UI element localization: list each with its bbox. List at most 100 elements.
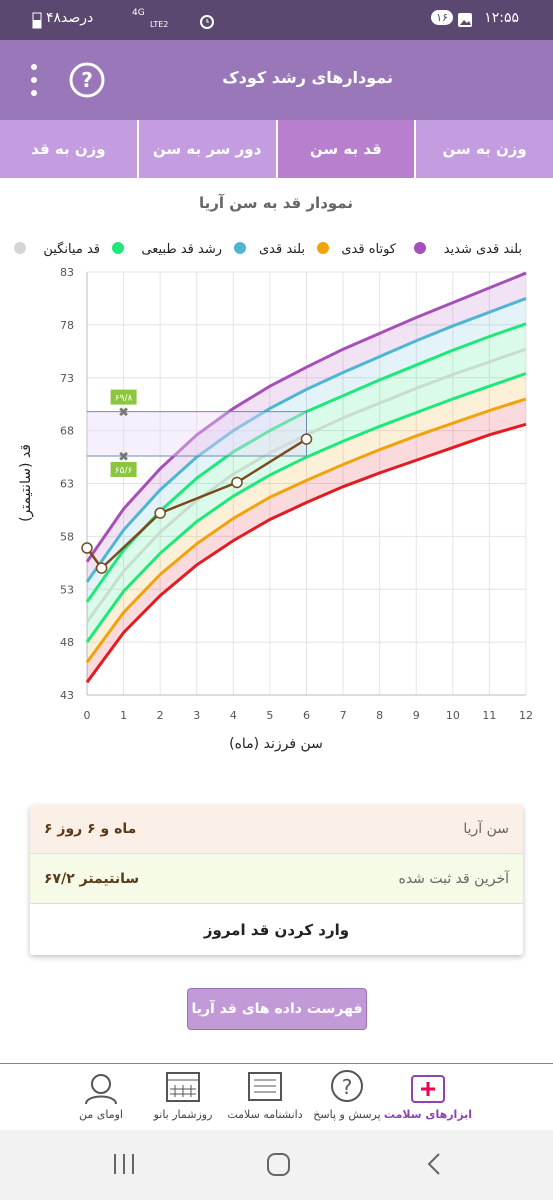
annotation-box (110, 462, 137, 478)
gallery-icon (458, 13, 472, 27)
height-value: ۶۷/۲ سانتیمتر (44, 870, 140, 887)
age-label: سن آریا (463, 821, 509, 837)
nav-label[interactable]: دانشنامه سلامت (227, 1108, 303, 1121)
x-tick-label: 8 (376, 709, 383, 722)
annotation-label: ۶۹/۸ (115, 394, 133, 404)
reference-line (85, 397, 527, 664)
system-nav (0, 1130, 553, 1200)
y-tick-label: 78 (60, 319, 74, 332)
qa-icon[interactable]: ? (331, 1070, 363, 1102)
band (87, 273, 526, 582)
nav-label-active[interactable]: ابزارهای سلامت (383, 1108, 473, 1121)
x-tick-label: 1 (120, 709, 127, 722)
clock: ۱۲:۵۵ (484, 10, 519, 26)
app-bar: نمودارهای رشد کودک ? (0, 40, 553, 120)
annotation-range (87, 411, 307, 457)
x-tick-label: 0 (84, 709, 91, 722)
legend-label: کوتاه قدی (341, 242, 396, 257)
x-tick-label: 10 (446, 709, 460, 722)
legend-swatch (112, 242, 124, 254)
enter-height-button[interactable]: وارد کردن قد امروز (203, 921, 350, 939)
calendar-icon[interactable] (166, 1072, 200, 1102)
nav-icons: ? (85, 1070, 445, 1105)
legend-swatch (14, 242, 26, 254)
tools-icon[interactable] (411, 1075, 445, 1103)
annotation-box (110, 389, 137, 405)
battery-icon (32, 12, 42, 29)
x-tick-label: 4 (230, 709, 237, 722)
profile-icon[interactable] (85, 1074, 117, 1105)
menu-button[interactable] (31, 64, 37, 96)
x-tick-label: 5 (266, 709, 273, 722)
reference-line (85, 372, 527, 644)
app-actions: ? (31, 62, 105, 98)
legend-label: رشد قد طبیعی (141, 242, 222, 257)
x-axis-label: سن فرزند (ماه) (229, 736, 323, 752)
tab[interactable]: وزن به سن (414, 120, 553, 178)
legend-label: بلند قدی (259, 242, 305, 257)
back-button[interactable] (427, 1153, 440, 1175)
network-type: 4G (132, 8, 145, 18)
encyclopedia-icon[interactable] (248, 1072, 282, 1101)
age-row: سن آریا ۶ ماه و ۶ روز (30, 805, 523, 854)
measurement-point (95, 562, 108, 574)
lte-label: LTE2 (150, 20, 169, 29)
y-tick-label: 53 (60, 583, 74, 596)
reference-line (85, 297, 527, 583)
measurement-point (81, 542, 93, 554)
info-card: سن آریا ۶ ماه و ۶ روز آخرین قد ثبت شده ۶۷/… (30, 805, 523, 955)
band (87, 398, 526, 683)
svg-text:?: ? (81, 68, 93, 92)
nav-label[interactable]: روزشمار بانو (153, 1108, 213, 1121)
height-row: آخرین قد ثبت شده ۶۷/۲ سانتیمتر (30, 854, 523, 904)
legend-swatch (414, 242, 426, 254)
annotation-label: ۶۵/۶ (115, 466, 133, 476)
annotation-marker: ✖ (118, 450, 129, 465)
legend-label: قد میانگین (43, 241, 100, 257)
tab[interactable]: دور سر به سن (136, 120, 276, 178)
help-button[interactable]: ? (69, 62, 105, 98)
height-label: آخرین قد ثبت شده (398, 870, 510, 887)
bottom-nav: ? ابزارهای سلامت پرسش و پاسخ دانشنامه سل… (0, 1063, 553, 1131)
recents-button[interactable] (114, 1154, 134, 1174)
nav-label[interactable]: اومای من (79, 1108, 123, 1121)
y-tick-label: 43 (60, 689, 74, 702)
app-title: نمودارهای رشد کودک (222, 68, 393, 87)
annotation-marker: ✖ (118, 406, 129, 421)
reference-line (85, 271, 527, 563)
tab-selected[interactable]: قد به سن (275, 120, 415, 178)
band (87, 373, 526, 663)
x-tick-label: 7 (340, 709, 347, 722)
y-tick-label: 58 (60, 530, 74, 543)
tab[interactable]: وزن به قد (31, 140, 106, 158)
x-tick-label: 9 (413, 709, 420, 722)
system-nav-icons (114, 1153, 440, 1176)
y-tick-label: 83 (60, 266, 74, 279)
reference-line (85, 422, 527, 684)
tab-bar: وزن به سن قد به سن دور سر به سن وزن به ق… (0, 120, 553, 178)
chart-title: نمودار قد به سن آریا (199, 194, 353, 212)
x-tick-label: 6 (303, 709, 310, 722)
measurement-point (154, 507, 166, 519)
notification-badge: ۱۶ (431, 10, 453, 25)
age-value: ۶ ماه و ۶ روز (44, 821, 137, 837)
legend-swatch (234, 242, 246, 254)
y-axis-label: قد (سانتیمتر) (18, 444, 34, 522)
x-tick-label: 3 (193, 709, 200, 722)
band (87, 298, 526, 602)
list-button[interactable]: فهرست داده های قد آریا (187, 988, 367, 1030)
nav-label[interactable]: پرسش و پاسخ (313, 1108, 381, 1121)
y-tick-label: 68 (60, 425, 74, 438)
x-tick-label: 12 (519, 709, 533, 722)
band (87, 349, 526, 643)
x-tick-label: 11 (482, 709, 496, 722)
x-tick-label: 2 (157, 709, 164, 722)
measurement-point (231, 476, 243, 489)
y-tick-label: 73 (60, 372, 74, 385)
legend-swatch (317, 242, 329, 254)
band (87, 323, 526, 623)
status-bar: ۱۲:۵۵ ۱۶ ۴۸درصد 4G LTE2 (0, 0, 553, 40)
alarm-icon (200, 15, 214, 29)
home-button[interactable] (267, 1153, 290, 1176)
